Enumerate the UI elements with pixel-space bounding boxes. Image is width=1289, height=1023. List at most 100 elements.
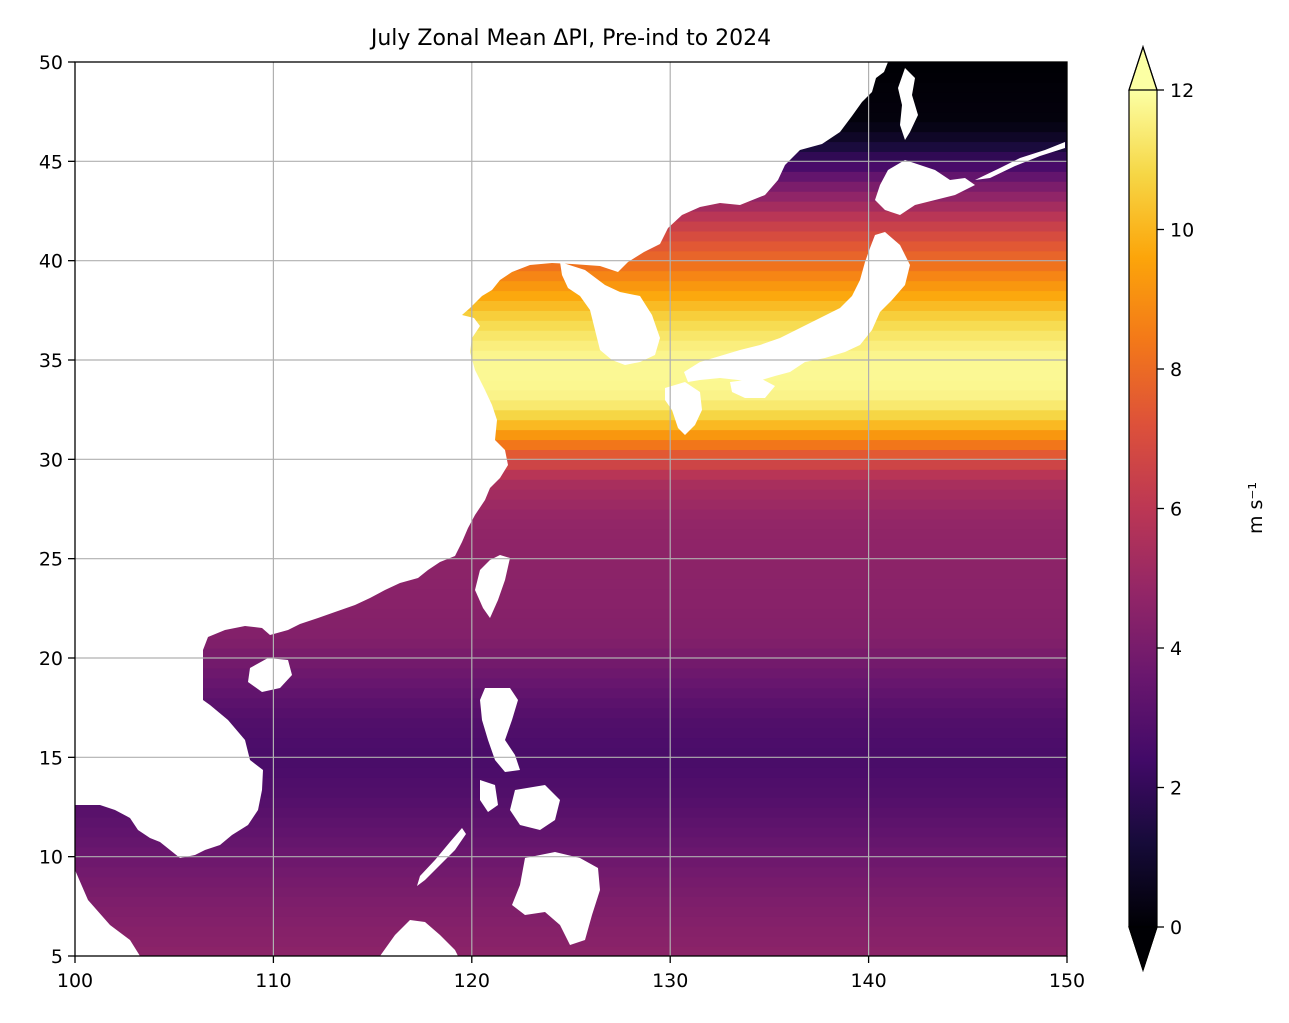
y-tick-label: 15 bbox=[39, 747, 63, 769]
land-mindanao bbox=[512, 852, 600, 945]
y-tick-label: 50 bbox=[39, 52, 63, 74]
pi-band bbox=[75, 379, 1067, 391]
land-honshu bbox=[684, 232, 910, 382]
pi-band bbox=[75, 807, 1067, 818]
land-borneo bbox=[380, 920, 458, 956]
pi-band bbox=[75, 687, 1067, 699]
y-tick-label: 5 bbox=[51, 946, 63, 968]
pi-band bbox=[75, 628, 1067, 639]
pi-band bbox=[75, 429, 1067, 441]
pi-band bbox=[75, 618, 1067, 629]
colorbar-tick-label: 0 bbox=[1170, 917, 1182, 939]
x-tick-label: 100 bbox=[57, 970, 93, 992]
pi-band bbox=[75, 290, 1067, 301]
pi-band bbox=[75, 767, 1067, 778]
pi-band bbox=[75, 846, 1067, 858]
pi-band bbox=[75, 310, 1067, 321]
x-tick-label: 130 bbox=[652, 970, 688, 992]
pi-band bbox=[75, 697, 1067, 709]
colorbar-tick-label: 6 bbox=[1170, 499, 1182, 521]
y-axis-ticks: 5 10 15 20 25 30 35 40 45 50 bbox=[39, 52, 75, 968]
pi-band bbox=[75, 648, 1067, 659]
pi-band bbox=[75, 836, 1067, 848]
pi-band bbox=[75, 737, 1067, 748]
pi-band bbox=[75, 826, 1067, 838]
pi-band bbox=[75, 608, 1067, 619]
pi-band bbox=[75, 330, 1067, 341]
land-taiwan bbox=[475, 555, 510, 618]
pi-band bbox=[75, 707, 1067, 719]
pi-band bbox=[75, 677, 1067, 689]
pi-band bbox=[75, 588, 1067, 599]
pi-band bbox=[75, 757, 1067, 768]
pi-band bbox=[75, 360, 1067, 371]
pi-band bbox=[75, 369, 1067, 381]
y-tick-label: 10 bbox=[39, 847, 63, 869]
pi-band bbox=[75, 816, 1067, 828]
pi-band bbox=[75, 598, 1067, 609]
colorbar-ticks: 0 2 4 6 8 10 12 bbox=[1157, 80, 1194, 939]
x-axis-ticks: 100 110 120 130 140 150 bbox=[57, 956, 1085, 992]
pi-band bbox=[75, 658, 1067, 669]
map-area bbox=[75, 62, 1067, 956]
colorbar-tick-label: 10 bbox=[1170, 220, 1194, 242]
pi-band bbox=[75, 538, 1067, 550]
y-tick-label: 20 bbox=[39, 648, 63, 670]
land-luzon bbox=[480, 688, 520, 772]
pi-band bbox=[75, 469, 1067, 480]
pi-band bbox=[75, 528, 1067, 540]
colorbar-label: m s⁻¹ bbox=[1245, 482, 1267, 534]
colorbar: 0 2 4 6 8 10 12 m s⁻¹ bbox=[1128, 45, 1267, 972]
colorbar-gradient bbox=[1129, 90, 1157, 927]
colorbar-tick-label: 2 bbox=[1170, 778, 1182, 800]
pi-band bbox=[75, 499, 1067, 510]
y-tick-label: 40 bbox=[39, 251, 63, 273]
pi-band bbox=[75, 419, 1067, 431]
colorbar-extend-max bbox=[1128, 45, 1158, 91]
pi-band bbox=[75, 350, 1067, 361]
pi-band bbox=[75, 509, 1067, 520]
pi-band bbox=[75, 479, 1067, 490]
pi-band bbox=[75, 489, 1067, 500]
pi-band bbox=[75, 399, 1067, 411]
pi-band bbox=[75, 409, 1067, 421]
pi-band bbox=[75, 578, 1067, 590]
pi-band bbox=[75, 459, 1067, 470]
land-hainan bbox=[248, 658, 292, 692]
land-hokkaido bbox=[875, 160, 975, 215]
pi-band bbox=[75, 389, 1067, 401]
land-sakhalin bbox=[898, 68, 918, 140]
gridlines bbox=[75, 62, 1067, 956]
chart-title: July Zonal Mean ΔPI, Pre-ind to 2024 bbox=[369, 26, 771, 51]
pi-band bbox=[75, 548, 1067, 560]
land-mindoro bbox=[480, 780, 498, 812]
land-visayas bbox=[510, 785, 560, 830]
y-tick-label: 45 bbox=[39, 151, 63, 173]
pi-band bbox=[75, 518, 1067, 530]
plot-frame bbox=[74, 61, 1068, 957]
pi-band bbox=[75, 797, 1067, 808]
pi-band bbox=[75, 320, 1067, 331]
colorbar-tick-label: 8 bbox=[1170, 359, 1182, 381]
land-malay-peninsula bbox=[75, 870, 140, 956]
land-korea bbox=[560, 262, 660, 365]
pi-band bbox=[75, 667, 1067, 679]
pi-band bbox=[75, 787, 1067, 798]
land-shikoku bbox=[730, 378, 775, 398]
y-tick-label: 30 bbox=[39, 449, 63, 471]
y-tick-label: 25 bbox=[39, 549, 63, 571]
x-tick-label: 140 bbox=[850, 970, 886, 992]
x-tick-label: 120 bbox=[454, 970, 490, 992]
colorbar-tick-label: 4 bbox=[1170, 638, 1182, 660]
pi-band bbox=[75, 727, 1067, 739]
pi-band bbox=[75, 449, 1067, 460]
colorbar-extend-min bbox=[1128, 926, 1158, 972]
pi-band bbox=[75, 300, 1067, 311]
colorbar-tick-label: 12 bbox=[1170, 80, 1194, 102]
pi-band bbox=[75, 568, 1067, 580]
pi-band bbox=[75, 558, 1067, 570]
x-tick-label: 110 bbox=[255, 970, 291, 992]
land-kyushu bbox=[665, 382, 702, 435]
pi-band bbox=[75, 747, 1067, 758]
